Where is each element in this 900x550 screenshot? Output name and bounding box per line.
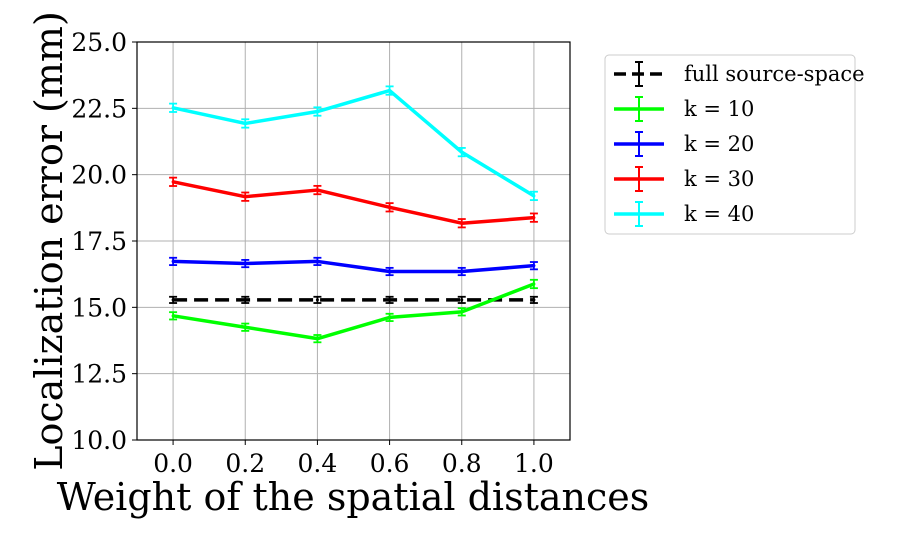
data-point [171,106,175,110]
data-point [460,270,464,274]
y-tick-label: 12.5 [71,360,127,389]
series-line [173,259,535,274]
data-point [532,216,536,220]
legend-item: k = 20 [614,131,754,157]
data-point [388,298,392,302]
series-group [169,85,538,344]
legend-label: k = 30 [684,167,754,191]
y-tick-label: 17.5 [71,227,127,256]
data-point [243,121,247,125]
data-point [388,89,392,93]
x-tick-label: 1.0 [514,449,554,478]
data-point [243,298,247,302]
data-point [460,310,464,314]
x-tick-label: 0.0 [153,449,193,478]
data-point [532,282,536,286]
data-point [315,259,319,263]
series-4 [169,176,538,229]
y-tick-label: 15.0 [71,293,127,322]
data-point [315,110,319,114]
series-3 [169,256,538,277]
y-tick-label: 22.5 [71,94,127,123]
data-point [532,298,536,302]
series-5 [169,85,538,201]
legend-item: k = 10 [614,96,754,122]
x-tick-label: 0.4 [298,449,338,478]
series-line [172,282,535,341]
x-tick-label: 0.6 [370,449,410,478]
series-2 [169,278,538,344]
legend: full source-space k = 10 k = 20 k = 30 k = 4… [604,54,865,235]
data-point [315,337,319,341]
legend-item: k = 30 [614,166,754,192]
data-point [388,315,392,319]
data-point [460,150,464,154]
data-point [171,314,175,318]
series-line [172,88,535,198]
data-point [243,325,247,329]
data-point [388,270,392,274]
legend-frame [604,54,856,235]
data-point [460,221,464,225]
data-point [315,188,319,192]
y-tick-label: 10.0 [71,426,127,455]
legend-label: k = 40 [684,202,754,226]
x-axis-label: Weight of the spatial distances [57,475,650,519]
data-point [171,180,175,184]
legend-item: full source-space [614,61,865,87]
y-tick-label: 20.0 [71,161,127,190]
series-1 [169,295,538,304]
legend-label: k = 10 [684,97,754,121]
data-point [171,259,175,263]
data-point [171,298,175,302]
data-point [243,195,247,199]
x-tick-label: 0.8 [442,449,482,478]
data-point [532,264,536,268]
legend-label: full source-space [684,62,865,86]
data-point [388,205,392,209]
data-point [243,262,247,266]
legend-label: k = 20 [684,132,754,156]
data-point [460,298,464,302]
x-tick-label: 0.2 [225,449,265,478]
data-point [315,298,319,302]
legend-item: k = 40 [614,201,754,227]
tick-labels: 0.0 0.2 0.4 0.6 0.8 1.0 10.0 12.5 15.0 17.5 20.0 22… [71,28,553,478]
series-line [172,180,535,225]
y-tick-label: 25.0 [71,28,127,57]
y-axis-label: Localization error (mm) [27,11,71,471]
data-point [532,194,536,198]
